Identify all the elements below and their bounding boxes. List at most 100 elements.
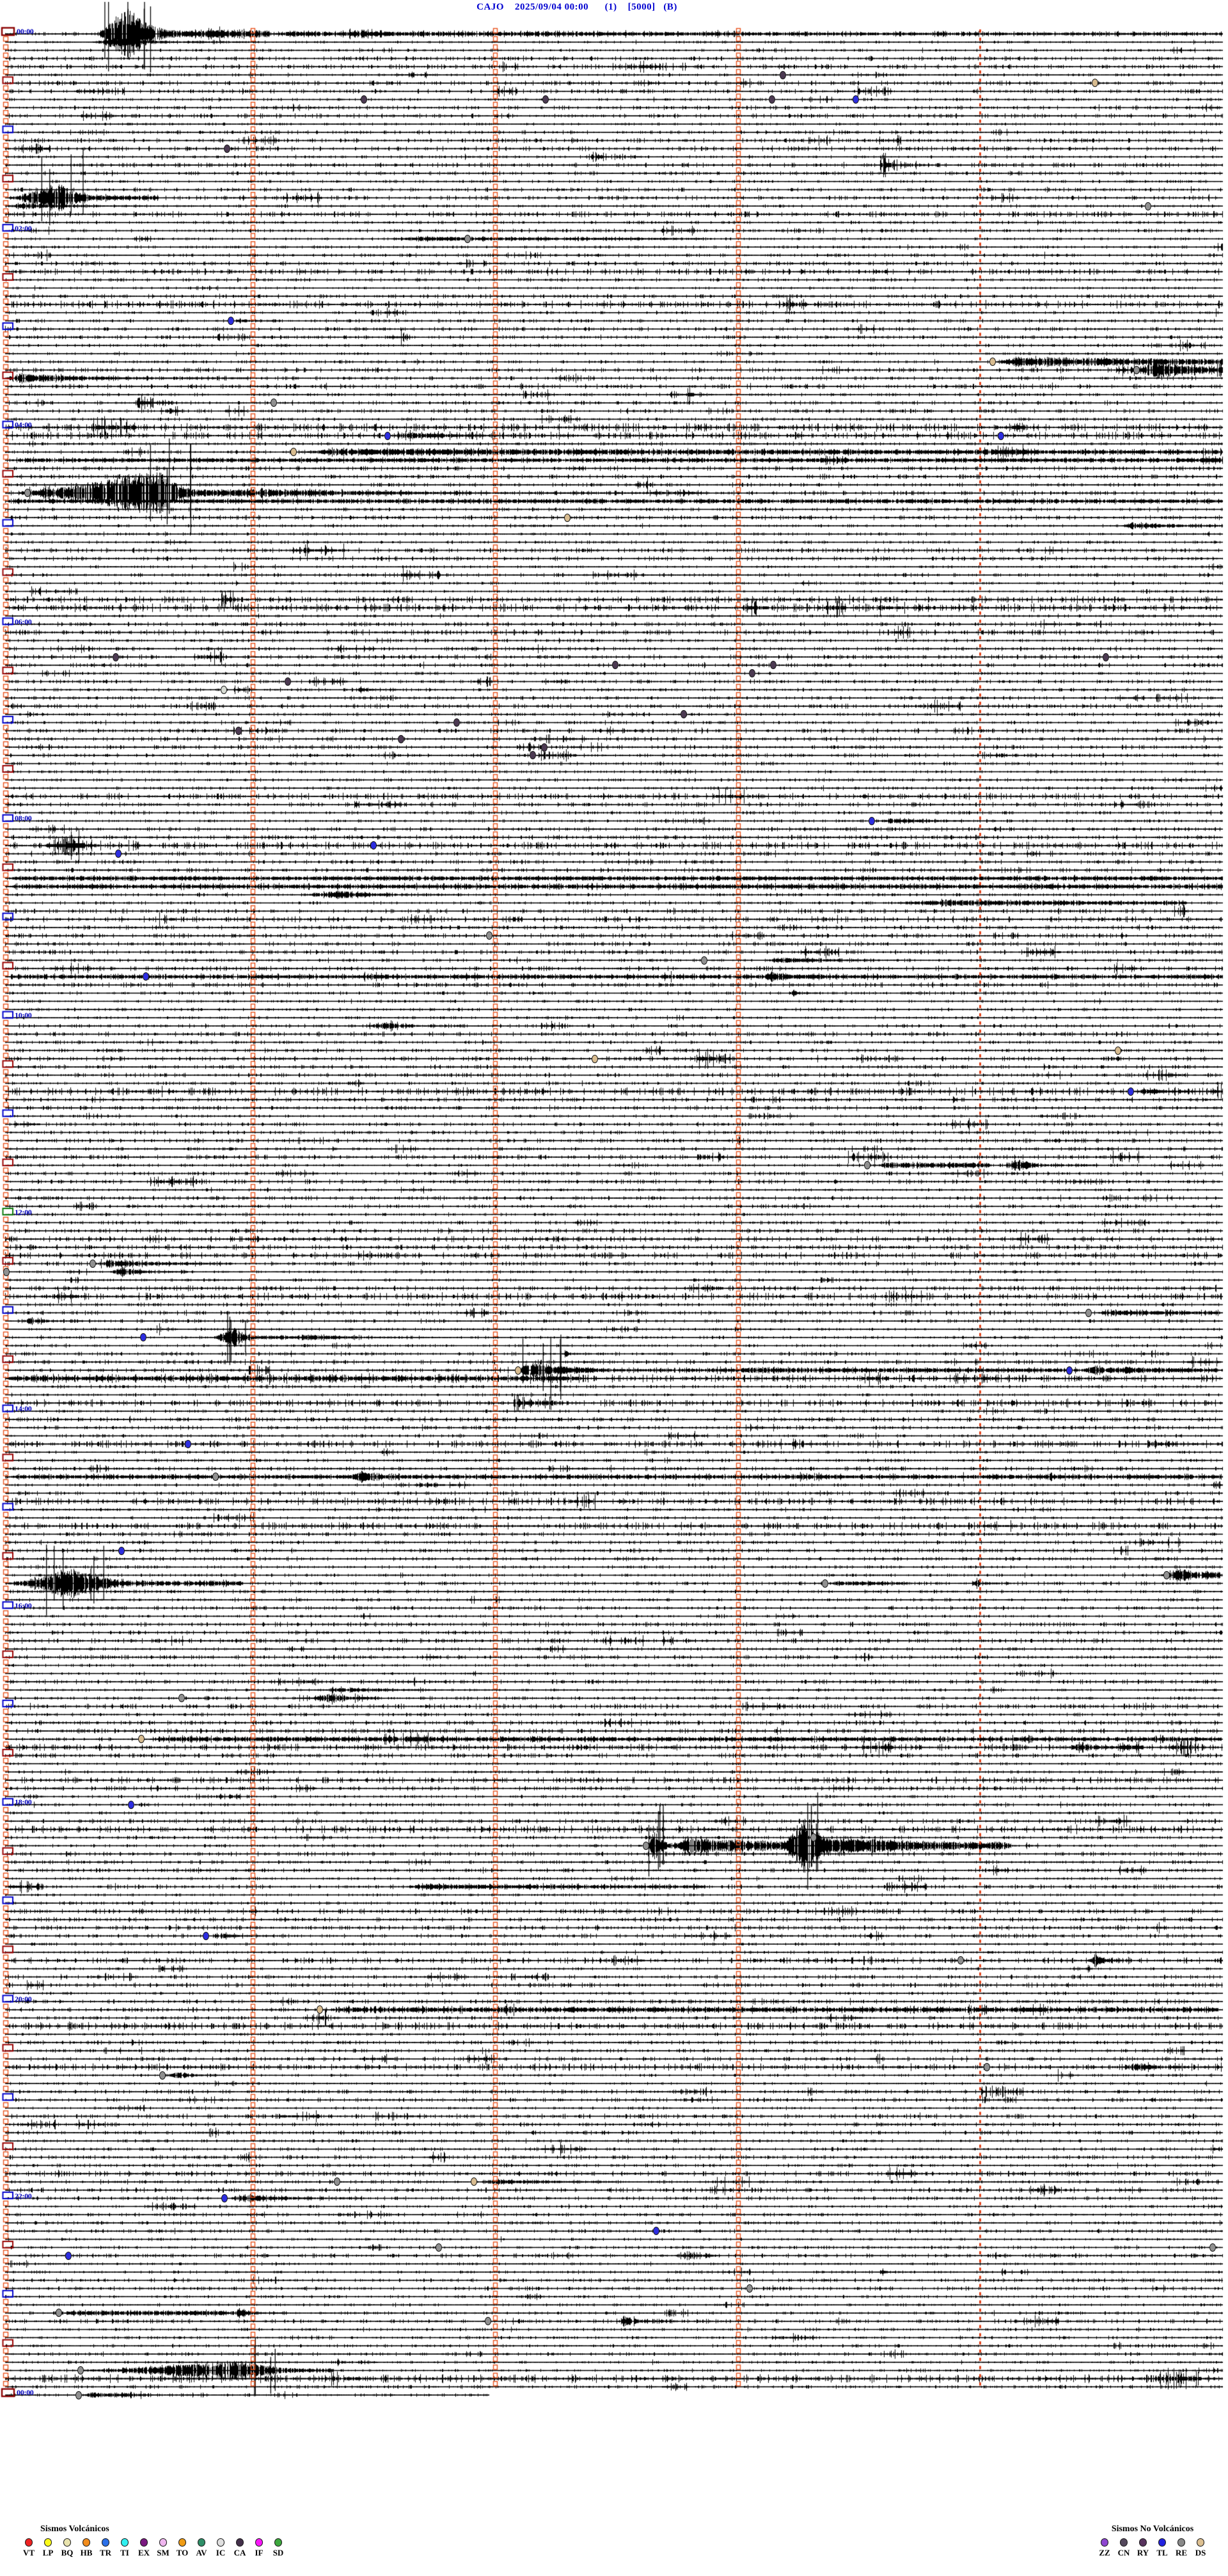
- legend-label-VT: VT: [22, 2548, 35, 2557]
- event-marker-dot-RE[interactable]: [212, 1473, 219, 1482]
- legend-label-EX: EX: [138, 2548, 150, 2557]
- event-marker-dot-TL[interactable]: [65, 2251, 72, 2260]
- event-marker-dot-CN[interactable]: [542, 95, 549, 104]
- event-marker-dot-TL[interactable]: [221, 2194, 228, 2203]
- event-marker-dot-CN[interactable]: [530, 751, 536, 760]
- event-marker-dot-CN[interactable]: [113, 652, 119, 661]
- event-marker-dot-TL[interactable]: [140, 1333, 146, 1342]
- event-marker-dot-RE[interactable]: [486, 931, 492, 940]
- event-marker-dot-CN[interactable]: [612, 661, 618, 670]
- legend-dot-ZZ: [1101, 2538, 1108, 2547]
- event-marker-dot-CN[interactable]: [780, 70, 786, 79]
- event-marker-dot-DS[interactable]: [138, 1735, 145, 1744]
- event-marker-dot-RE[interactable]: [1209, 2243, 1216, 2252]
- event-marker-dot-IC[interactable]: [221, 685, 227, 694]
- event-marker-dot-RE[interactable]: [643, 1841, 649, 1850]
- event-marker-dot-CN[interactable]: [541, 743, 547, 752]
- legend-label-BQ: BQ: [61, 2548, 74, 2557]
- event-marker-dot-RE[interactable]: [334, 2177, 340, 2186]
- event-marker-dot-RE[interactable]: [1145, 201, 1151, 210]
- legend-label-IC: IC: [216, 2548, 226, 2557]
- event-marker-dot-CN[interactable]: [224, 144, 230, 153]
- event-marker-dot-TL[interactable]: [115, 849, 122, 858]
- event-marker-dot-DS[interactable]: [1092, 79, 1098, 88]
- event-marker-dot-RE[interactable]: [56, 2309, 62, 2318]
- legend-item-TI: TI: [115, 2538, 134, 2558]
- legend-label-AV: AV: [196, 2548, 207, 2557]
- event-marker-dot-TL[interactable]: [1066, 1366, 1073, 1375]
- event-marker-dot-RE[interactable]: [436, 2243, 442, 2252]
- event-marker-dot-CN[interactable]: [770, 661, 776, 670]
- event-marker-dot-CN[interactable]: [453, 718, 460, 727]
- event-marker-dot-RE[interactable]: [178, 1694, 185, 1703]
- event-marker-dot-DS[interactable]: [592, 1054, 598, 1063]
- event-marker-dot-CN[interactable]: [1103, 652, 1109, 661]
- event-marker-dot-TL[interactable]: [384, 431, 391, 440]
- legend-label-DS: DS: [1195, 2548, 1206, 2557]
- event-marker-dot-RE[interactable]: [984, 2062, 990, 2071]
- event-marker-dot-DS[interactable]: [290, 448, 297, 457]
- legend-volcanic-items: VT LP BQ HB TR TI EX SM TO AV IC CA IF SD: [19, 2538, 290, 2558]
- legend-dot-HB: [83, 2538, 90, 2547]
- event-marker-dot-DS[interactable]: [564, 513, 571, 522]
- legend-label-TI: TI: [120, 2548, 129, 2557]
- event-marker-dot-DS[interactable]: [471, 2177, 477, 2186]
- event-marker-dot-TL[interactable]: [118, 1546, 125, 1555]
- event-marker-dot-RE[interactable]: [1085, 1308, 1092, 1317]
- event-marker-dot-RE[interactable]: [810, 1833, 817, 1842]
- legend-item-HB: HB: [77, 2538, 96, 2558]
- hour-label: 04:00: [15, 420, 32, 430]
- event-marker-dot-TL[interactable]: [128, 1800, 134, 1809]
- event-marker-dot-TL[interactable]: [228, 317, 234, 326]
- legend-label-CN: CN: [1117, 2548, 1130, 2557]
- hour-label: 00:00: [17, 27, 34, 36]
- event-marker-dot-TL[interactable]: [998, 431, 1004, 440]
- event-marker-dot-RE[interactable]: [864, 1161, 870, 1170]
- event-marker-dot-CN[interactable]: [361, 95, 367, 104]
- event-marker-dot-CN[interactable]: [749, 669, 755, 678]
- event-marker-dot-RE[interactable]: [3, 1267, 10, 1276]
- event-marker-dot-CN[interactable]: [235, 726, 242, 735]
- event-marker-dot-DS[interactable]: [515, 1366, 521, 1375]
- event-marker-dot-TL[interactable]: [869, 816, 875, 825]
- hour-label: 18:00: [15, 1798, 32, 1807]
- event-marker-dot-DS[interactable]: [989, 358, 996, 367]
- event-marker-dot-TL[interactable]: [143, 972, 149, 981]
- event-marker-dot-CN[interactable]: [285, 677, 291, 686]
- event-marker-dot-RE[interactable]: [1133, 365, 1140, 374]
- event-marker-dot-RE[interactable]: [746, 2284, 753, 2293]
- event-marker-dot-RE[interactable]: [957, 1956, 964, 1965]
- event-marker-dot-RE[interactable]: [464, 234, 471, 243]
- event-marker-dot-TL[interactable]: [203, 1931, 209, 1940]
- hour-label: 16:00: [15, 1600, 32, 1610]
- event-marker-dot-RE[interactable]: [75, 2390, 82, 2399]
- event-marker-dot-TL[interactable]: [370, 841, 377, 850]
- event-marker-dot-CN[interactable]: [681, 710, 687, 719]
- legend-label-SM: SM: [157, 2548, 169, 2557]
- event-marker-dot-CN[interactable]: [398, 734, 404, 743]
- event-marker-dot-DS[interactable]: [1115, 1046, 1121, 1055]
- legend-item-TL: TL: [1153, 2538, 1172, 2558]
- legend-label-SD: SD: [272, 2548, 284, 2557]
- legend-dot-CN: [1120, 2538, 1128, 2547]
- event-marker-dot-DS[interactable]: [317, 2005, 323, 2014]
- event-marker-dot-RE[interactable]: [822, 1579, 828, 1588]
- hour-label: 00:00: [17, 2388, 34, 2398]
- legend-item-BQ: BQ: [58, 2538, 77, 2558]
- event-marker-dot-RE[interactable]: [159, 2071, 166, 2080]
- event-marker-dot-RE[interactable]: [1163, 1570, 1170, 1579]
- event-marker-dot-RE[interactable]: [77, 2366, 84, 2375]
- event-marker-dot-RE[interactable]: [701, 956, 707, 965]
- event-marker-dot-TL[interactable]: [653, 2227, 659, 2236]
- event-marker-dot-RE[interactable]: [24, 489, 31, 498]
- event-marker-dot-CN[interactable]: [769, 95, 775, 104]
- event-marker-dot-TL[interactable]: [185, 1439, 191, 1448]
- legend-label-IF: IF: [255, 2548, 264, 2557]
- event-marker-dot-TL[interactable]: [1128, 1087, 1134, 1096]
- legend-dot-DS: [1197, 2538, 1204, 2547]
- event-marker-dot-RE[interactable]: [485, 2317, 491, 2326]
- event-marker-dot-TL[interactable]: [853, 95, 859, 104]
- event-marker-dot-RE[interactable]: [271, 399, 277, 407]
- event-marker-dot-RE[interactable]: [90, 1259, 96, 1268]
- legend-item-ZZ: ZZ: [1095, 2538, 1114, 2558]
